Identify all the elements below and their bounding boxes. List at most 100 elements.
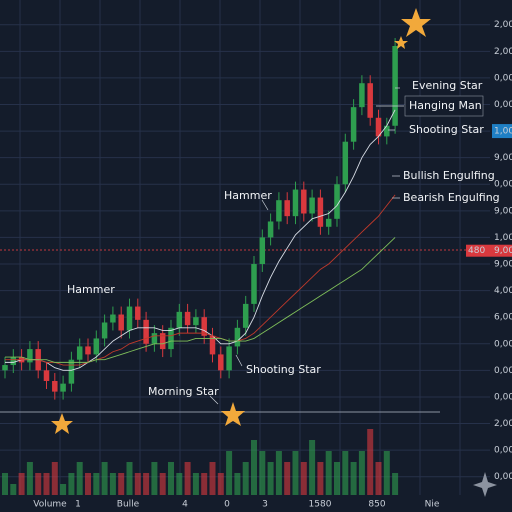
candle-body: [52, 380, 58, 392]
candle-body: [193, 317, 199, 326]
candle-body: [2, 365, 8, 371]
volume-bar: [242, 462, 249, 495]
volume-bar: [358, 451, 365, 495]
annotation: Bullish Engulfing: [403, 169, 495, 182]
y-tick-label: 9,00: [494, 260, 512, 270]
candle-body: [317, 197, 324, 227]
volume-bar: [143, 473, 150, 495]
candle-body: [226, 346, 232, 371]
annotation: Bearish Engulfing: [403, 191, 500, 204]
volume-bar: [201, 473, 208, 495]
volume-bar: [284, 462, 291, 495]
candle-body: [267, 221, 274, 238]
annotations: Evening Star Hanging Man Shooting Star B…: [67, 79, 500, 405]
candle-body: [334, 184, 340, 219]
annotation: Hammer: [67, 283, 115, 296]
volume-bar: [85, 473, 91, 495]
moving-average: [5, 109, 396, 371]
y-tick-label: 4,00: [494, 286, 512, 296]
volume-bar: [350, 462, 357, 495]
annotation: Hammer: [224, 189, 272, 202]
price-tag-label: 9,00: [494, 246, 512, 256]
volume-bar: [209, 462, 216, 495]
x-tick-label: 3: [262, 500, 268, 510]
candle-body: [384, 125, 390, 137]
volume-bar: [134, 473, 141, 495]
x-tick-label: Bulle: [117, 500, 140, 510]
volume-bar: [259, 451, 266, 495]
volume-bar: [342, 451, 349, 495]
candle-body: [118, 314, 124, 331]
candle-body: [27, 349, 33, 363]
candle-body: [151, 333, 158, 344]
candle-body: [342, 141, 349, 185]
y-tick-label: 0,00: [494, 366, 512, 376]
y-tick-label: 1,000: [494, 233, 512, 243]
volume-bar: [109, 473, 116, 495]
volume-bar: [267, 462, 274, 495]
candle-body: [135, 306, 141, 320]
volume-bar: [101, 462, 108, 495]
volume-bar: [118, 473, 125, 495]
candle-body: [392, 45, 398, 126]
y-tick-label: 0,00: [494, 446, 512, 456]
volume-bar: [168, 462, 174, 495]
candle-body: [234, 327, 241, 347]
candle-body: [242, 303, 249, 328]
y-tick-label: 9,00: [494, 206, 512, 216]
volume-bar: [317, 462, 324, 495]
annotation-box: [404, 95, 484, 117]
volume-bar: [300, 462, 307, 495]
candle-body: [276, 200, 282, 222]
candle-body: [325, 218, 332, 227]
candle-body: [168, 327, 174, 350]
x-tick-label: 1: [75, 500, 81, 510]
volume-bar: [68, 473, 75, 495]
price-tag: [466, 244, 512, 257]
y-tick-label: 6,00: [494, 313, 512, 323]
volume-bar: [184, 462, 191, 495]
y-tick-label: 0,00: [494, 339, 512, 349]
volume-bar: [292, 451, 299, 495]
candle-body: [60, 383, 66, 392]
annotation: Morning Star: [148, 385, 219, 398]
candle-body: [159, 333, 166, 350]
volume-bar: [383, 451, 390, 495]
volume-bar: [367, 429, 374, 495]
volume-bar: [275, 451, 282, 495]
y-tick-label: 2,00: [494, 20, 512, 30]
volume-bar: [375, 462, 382, 495]
y-tick-label: 9,00: [494, 153, 512, 163]
tick-highlight: [492, 124, 512, 139]
candle-body: [176, 311, 183, 328]
moving-average: [5, 194, 396, 366]
x-tick-label: 4: [182, 500, 188, 510]
candle-body: [143, 319, 149, 344]
candle-body: [43, 370, 50, 381]
candle-body: [367, 83, 373, 118]
volume-bar: [60, 484, 67, 495]
volume-bar: [35, 473, 42, 495]
stars: [51, 8, 431, 434]
volume-bar: [43, 473, 50, 495]
price-tag-text: 480: [468, 246, 485, 256]
candle-body: [359, 83, 365, 108]
volume-bar: [226, 451, 233, 495]
annotation: Shooting Star: [409, 123, 484, 136]
candle-body: [101, 322, 108, 339]
marks: [2, 38, 399, 495]
volume-bar: [217, 473, 224, 495]
volume-bar: [126, 462, 133, 495]
y-tick-label: 0,00: [494, 392, 512, 402]
annotation: Hanging Man: [409, 99, 482, 112]
volume-bar: [159, 473, 166, 495]
y-tick-label: 0,00: [494, 100, 512, 110]
y-tick-label: 0,00: [494, 73, 512, 83]
volume-bar: [76, 462, 83, 495]
candle-body: [85, 346, 91, 355]
volume-bar: [334, 462, 340, 495]
y-tick-label: 0,00: [494, 472, 512, 482]
volume-bar: [2, 473, 8, 495]
candle-body: [251, 264, 257, 304]
volume-bar: [192, 473, 199, 495]
